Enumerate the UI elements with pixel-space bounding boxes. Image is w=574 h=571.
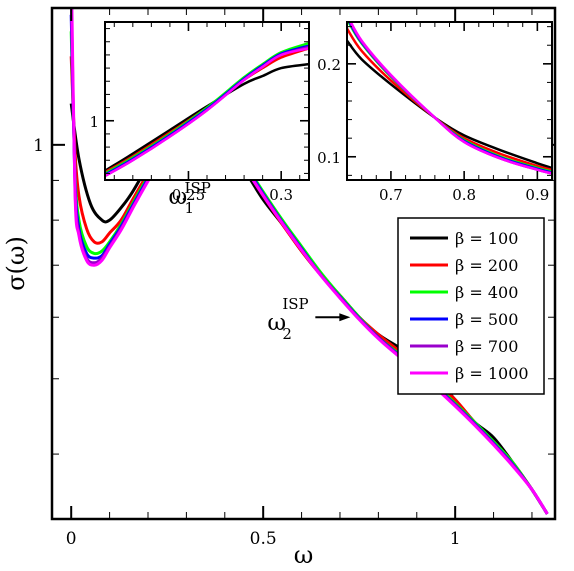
inset-left-series-group [105,41,309,178]
annotation-omega-2-sub: 2 [282,325,292,343]
inset-left-xtick-label: 0.3 [269,186,293,204]
annotation-omega-1-sup: ISP [185,179,211,197]
inset-left-series-line-5 [105,47,309,178]
x-axis-label: ω [294,541,314,569]
inset-left-panel: 0.25 0.3 1 [89,21,310,204]
inset-right-ytick-label: 0.2 [317,56,341,74]
inset-right-series-group [347,22,552,175]
legend: β = 100 β = 200 β = 400 β = 500 β = 700 β = 1… [397,217,545,395]
inset-right-series-line-5 [349,22,552,175]
main-xtick-label: 1 [450,529,461,549]
legend-entry-1: β = 200 [455,256,518,275]
legend-box [397,217,545,395]
y-axis-label: σ(ω) [2,236,30,291]
main-xtick-label: 0 [66,529,77,549]
main-axes-frame [50,6,557,521]
inset-right-xtick-label: 0.9 [525,186,549,204]
annotation-omega-2: ω [267,310,286,336]
legend-entry-2: β = 400 [455,283,518,302]
annotation-arrow-2-head [339,313,351,322]
annotation-omega-2-sup: ISP [282,295,308,313]
inset-right-background [347,22,552,180]
inset-left-ytick-label: 1 [89,113,99,131]
annotation-omega-1: ω [169,184,188,210]
legend-entry-5: β = 1000 [455,364,529,383]
inset-right-panel: 0.7 0.8 0.9 0.1 0.2 [317,21,553,204]
legend-entry-0: β = 100 [455,229,518,248]
main-xtick-label: 0.5 [250,529,277,549]
inset-right-xtick-label: 0.7 [379,186,403,204]
annotation-omega-1-sub: 1 [185,199,195,217]
inset-left-xtick-label: 0.25 [172,186,205,204]
main-ytick-label: 1 [33,136,44,156]
inset-right-ytick-label: 0.1 [317,149,341,167]
legend-entry-4: β = 700 [455,337,518,356]
inset-right-xtick-label: 0.8 [452,186,476,204]
legend-entry-3: β = 500 [455,310,518,329]
